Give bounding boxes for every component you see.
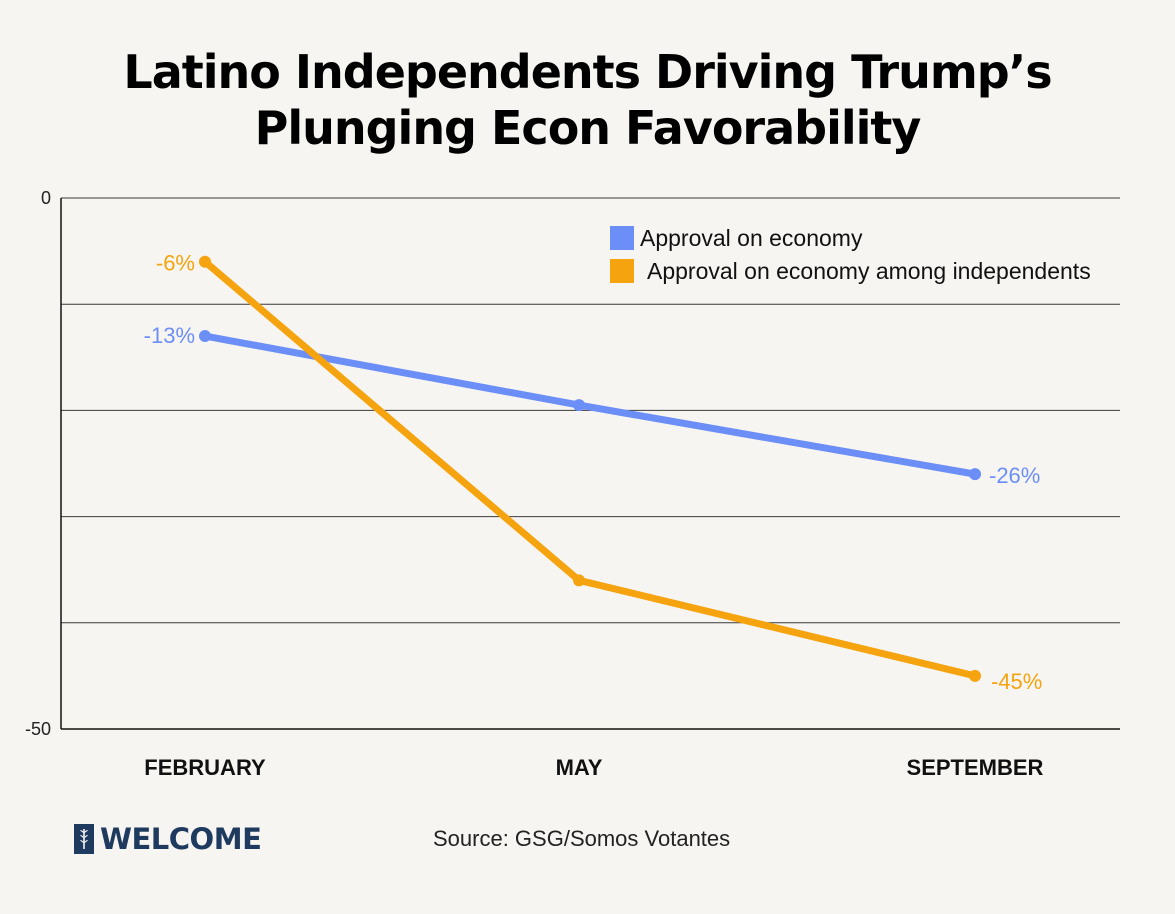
data-point: [199, 330, 211, 343]
legend: Approval on economy Approval on economy a…: [610, 225, 1091, 284]
axes: [60, 198, 1120, 730]
series-line-independents: [201, 258, 979, 680]
y-tick-label: -50: [25, 719, 51, 739]
legend-label: Approval on economy among independents: [647, 258, 1091, 284]
data-point: [573, 399, 585, 412]
chart-title-line-2: Plunging Econ Favorability: [254, 101, 922, 155]
data-label: -6%: [156, 251, 195, 276]
x-category-label: MAY: [556, 755, 603, 780]
welcome-logo: WELCOME: [74, 822, 262, 856]
y-tick-labels: 0 -50: [25, 188, 51, 739]
y-tick-label: 0: [41, 188, 51, 208]
data-label: -13%: [144, 323, 195, 348]
data-label: -26%: [989, 463, 1040, 488]
data-point: [969, 669, 981, 682]
source-note: Source: GSG/Somos Votantes: [433, 826, 731, 851]
data-point: [969, 468, 981, 481]
x-category-labels: FEBRUARY MAY SEPTEMBER: [144, 755, 1043, 780]
x-category-label: SEPTEMBER: [907, 755, 1044, 780]
logo-text: WELCOME: [100, 822, 262, 856]
data-label: -45%: [991, 669, 1042, 694]
legend-swatch: [610, 259, 634, 283]
series-lines: [199, 255, 981, 682]
data-labels: -13% -26% -6% -45%: [144, 251, 1043, 694]
chart-title-line-1: Latino Independents Driving Trump’s: [123, 45, 1052, 99]
legend-label: Approval on economy: [640, 225, 863, 251]
data-point: [573, 574, 585, 587]
legend-swatch: [610, 226, 634, 250]
x-category-label: FEBRUARY: [144, 755, 266, 780]
data-point: [199, 255, 211, 268]
chart-title: Latino Independents Driving Trump’s Plun…: [0, 44, 1175, 156]
wheat-icon: [74, 824, 94, 854]
